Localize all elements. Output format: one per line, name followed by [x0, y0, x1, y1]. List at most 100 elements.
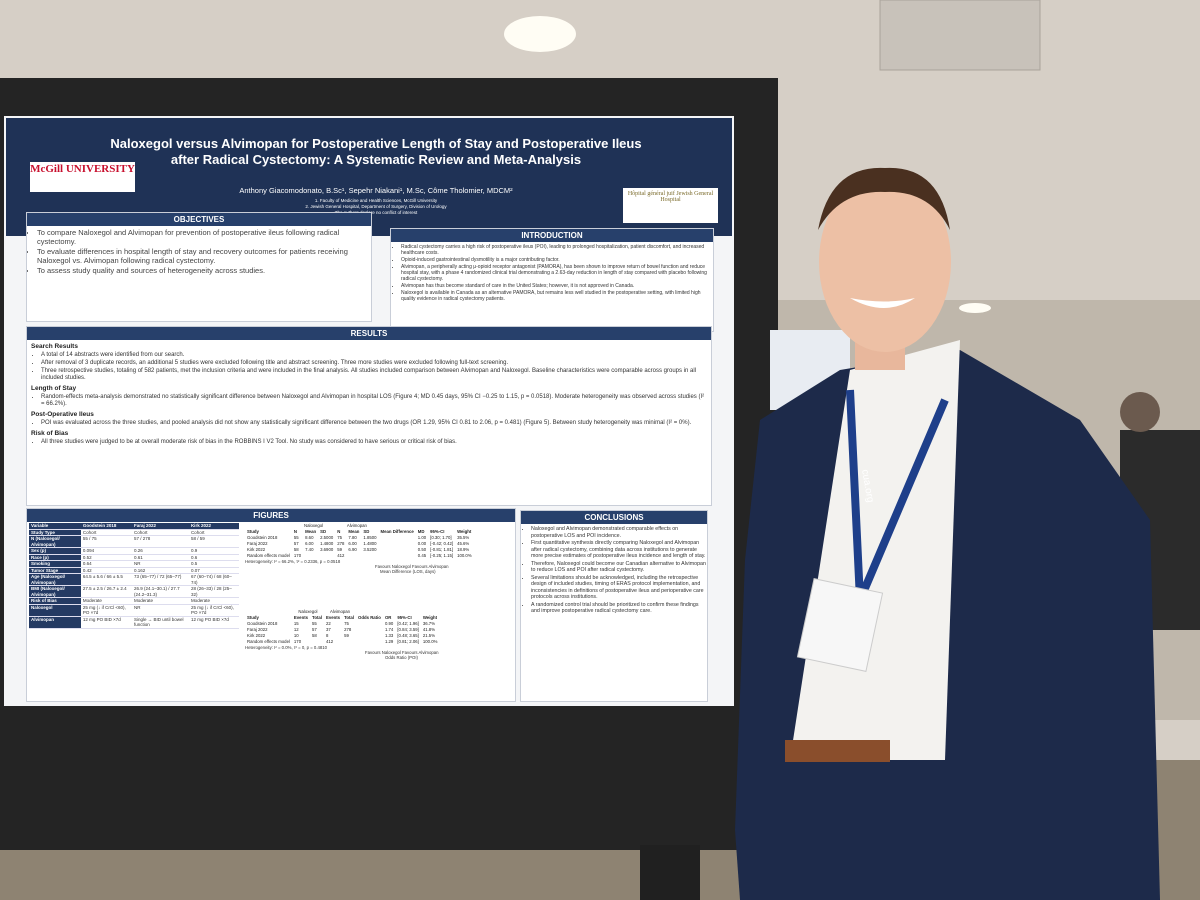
cell: Goodstein 2018	[247, 535, 278, 540]
header-cell: Study	[247, 615, 259, 620]
list-item: After removal of 3 duplicate records, an…	[41, 360, 707, 367]
header-cell: Weight	[422, 615, 438, 620]
cell: 278	[344, 627, 352, 632]
forest-los: Naloxegol Alvimopan Study N Mean SD N Mean SD Mea…	[245, 523, 513, 574]
hair	[818, 167, 950, 230]
cell: 64.5 ± 5.6 / 66 ± 5.5	[80, 573, 133, 586]
header-row: Variable Goodstein 2018 Faraj 2022 Kirk 202…	[29, 523, 239, 530]
cell: 3.6900	[320, 547, 334, 552]
cell: Cohort	[132, 529, 189, 536]
cell: 0.61	[132, 554, 189, 561]
subsection-list: All three studies were judged to be at o…	[31, 439, 707, 446]
header-cell: Events	[293, 615, 309, 620]
header-cell: Goodstein 2018	[80, 523, 133, 530]
cell: 170	[293, 639, 302, 644]
cell: 57	[293, 541, 299, 546]
cell: 100.0%	[457, 553, 472, 558]
cell: Naloxegol	[29, 604, 81, 617]
subsection-heading: Length of Stay	[31, 385, 77, 392]
cell: 55	[312, 621, 317, 626]
header-cell: Mean Difference	[380, 529, 414, 534]
header-cell: 95%-CI	[397, 615, 412, 620]
list-item: Alvimopan, a peripherally acting μ-opioi…	[401, 264, 713, 282]
belt	[785, 740, 890, 762]
header-row: Study Events Total Events Total Odds Ratio OR 9…	[245, 615, 439, 621]
jgh-logo: Hôpital général juif Jewish General Hosp…	[623, 188, 718, 223]
cell: 58 / 59	[188, 535, 239, 548]
row: Smoking 0.64 NR 0.5	[29, 560, 239, 568]
cell: 412	[325, 639, 334, 644]
row: Kirk 2022 58 7.40 3.6900 59 6.90 3.5200 0.50 [-0…	[245, 547, 474, 553]
cell: 100.0%	[422, 639, 438, 644]
cell: [0.42; 1.96]	[397, 621, 419, 626]
list-item: Naloxegol is available in Canada as an a…	[401, 290, 713, 302]
section-heading: CONCLUSIONS	[521, 511, 707, 524]
list-item: Alvimopan has thus become standard of ca…	[401, 283, 713, 289]
list-item: Random-effects meta-analysis demonstrate…	[41, 394, 707, 408]
row: Goodstein 2018 55 8.60 2.5000 75 7.80 1.8500 1.…	[245, 535, 474, 541]
header-cell: Mean	[348, 529, 360, 534]
header-cell: Odds Ratio	[358, 615, 381, 620]
list-item: To evaluate differences in hospital leng…	[37, 247, 371, 265]
header-cell: Faraj 2022	[132, 523, 189, 530]
ceiling-light	[959, 303, 991, 313]
cell: 55 / 75	[80, 535, 133, 548]
list-item: To compare Naloxegol and Alvimopan for p…	[37, 228, 371, 246]
cell: 26.9 (24.1–30.1) / 27.7 (24.2–31.3)	[132, 585, 189, 598]
cell: 6.00	[348, 541, 357, 546]
list-item: A randomized control trial should be pri…	[531, 602, 707, 615]
cell: 25 mg (↓ if CrCl <60), PO ×7d	[80, 604, 133, 617]
section-heading: RESULTS	[27, 327, 711, 340]
list-item: Therefore, Naloxegol could become our Ca…	[531, 561, 707, 574]
heterogeneity: Heterogeneity: I² = 66.2%, τ² = 0.2336, …	[245, 559, 341, 564]
cell: 37	[325, 627, 331, 632]
results-panel: RESULTS Search Results A total of 14 abst…	[26, 326, 712, 506]
cell: Random effects model	[247, 553, 290, 558]
cell: 1.74	[384, 627, 394, 632]
cell: 7.80	[348, 535, 357, 540]
legs-behind	[640, 845, 700, 900]
cell: 1.33	[384, 633, 394, 638]
row: Faraj 2022 57 6.00 1.4800 278 6.00 1.4800 0.00[…	[245, 541, 474, 547]
favours: Favours Naloxegol Favours Alvimopan	[375, 564, 449, 569]
cell: 8.60	[305, 535, 314, 540]
list-item: First quantitative synthesis directly co…	[531, 540, 707, 560]
cell: Cohort	[80, 529, 133, 536]
cell: Sex (p)	[29, 547, 81, 555]
cell: [0.48; 3.65]	[397, 633, 419, 638]
row: BMI (Naloxegol/ Alvimopan) 27.5 ± 2.5 / 2…	[29, 585, 239, 598]
subsection-heading: Post-Operative Ileus	[31, 411, 94, 418]
cell: 59	[344, 633, 349, 638]
cell: 170	[293, 553, 302, 558]
cell: 27.5 ± 2.5 / 26.7 ± 2.4	[80, 585, 133, 598]
row: Age (Naloxegol/ Alvimopan) 64.5 ± 5.6 / 6…	[29, 573, 239, 586]
subsection-heading: Risk of Bias	[31, 430, 69, 437]
list-item: Several limitations should be acknowledg…	[531, 575, 707, 601]
cell: [0.84; 3.59]	[397, 627, 419, 632]
row: Faraj 2022 12 57 37 278 1.74 [0.84; 3.59] 41.8%	[245, 627, 439, 633]
subsection-list: POI was evaluated across the three studi…	[31, 420, 707, 427]
list-item: Three retrospective studies, totaling of…	[41, 368, 707, 382]
row: Goodstein 2018 15 55 22 75 0.90 [0.42; 1.96] 36…	[245, 621, 439, 627]
results-body: Search Results A total of 14 abstracts we…	[27, 343, 711, 446]
list-item: Opioid-induced gastrointestinal dysmotil…	[401, 257, 713, 263]
favours: Favours Naloxegol Favours Alvimopan	[365, 650, 439, 655]
cell: 0.52	[80, 554, 133, 561]
subsection-list: Random-effects meta-analysis demonstrate…	[31, 394, 707, 408]
cell: 57 / 278	[132, 535, 189, 548]
section-heading: INTRODUCTION	[391, 229, 713, 242]
cell: 0.42	[80, 567, 133, 574]
group-row: Naloxegol Alvimopan	[245, 523, 474, 529]
section-heading: OBJECTIVES	[27, 213, 371, 226]
header-cell: 95%-CI	[430, 529, 445, 534]
cell: 6.00	[305, 541, 314, 546]
header-cell: Study	[247, 529, 259, 534]
cell: 55	[293, 535, 299, 540]
cell: 1.8500	[363, 535, 377, 540]
cell: 278	[337, 541, 345, 546]
header-cell: Events	[325, 615, 341, 620]
cell: Smoking	[29, 560, 81, 568]
axis-label: Mean Difference (LOS, days)	[380, 569, 436, 574]
cell: 0.6	[188, 554, 239, 561]
group-label: Naloxegol	[298, 609, 318, 614]
